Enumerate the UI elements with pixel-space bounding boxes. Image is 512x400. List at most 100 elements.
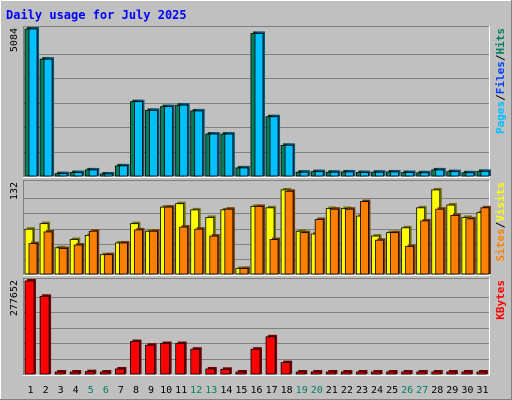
- bar-sites-day-4: [73, 243, 85, 275]
- bar-kbytes-day-23: [356, 370, 368, 375]
- bar-pages-day-25: [390, 169, 401, 177]
- x-tick-day-15: 15: [235, 385, 247, 396]
- bar-sites-day-28: [435, 207, 446, 275]
- bar-pages-day-2: [43, 57, 55, 177]
- bar-pages-day-24: [375, 170, 386, 177]
- bar-sites-day-23: [360, 199, 371, 275]
- bar-kbytes-day-2: [39, 294, 52, 375]
- bar-kbytes-day-17: [265, 334, 278, 375]
- x-tick-day-8: 8: [133, 385, 139, 396]
- legend-entry: /: [494, 54, 507, 61]
- bar-sites-day-14: [224, 207, 235, 275]
- bar-pages-day-16: [254, 31, 265, 177]
- bar-kbytes-day-19: [295, 370, 308, 375]
- bar-kbytes-day-20: [310, 370, 323, 375]
- bar-pages-day-29: [450, 169, 461, 177]
- bar-sites-day-10: [164, 205, 175, 275]
- x-tick-day-12: 12: [190, 385, 202, 396]
- bar-pages-day-11: [179, 103, 190, 177]
- bar-kbytes-day-7: [115, 366, 127, 375]
- x-tick-day-26: 26: [401, 385, 413, 396]
- bar-sites-day-22: [344, 207, 356, 275]
- panel-middle: 132 Sites/Visits: [9, 180, 507, 276]
- bar-kbytes-day-5: [84, 369, 97, 375]
- x-tick-day-18: 18: [281, 385, 293, 396]
- legend-top: Pages/Files/Hits: [494, 28, 507, 134]
- bar-sites-day-5: [88, 229, 100, 275]
- bar-pages-day-17: [269, 114, 281, 177]
- bar-kbytes-day-13: [205, 366, 217, 375]
- bar-kbytes-day-27: [416, 370, 428, 375]
- x-axis-day-labels: 1 2 3 4 5 6 7 8 9 10 11 12 13 14 15 16 17 18 19 20 21 22 23 24 2…: [27, 385, 488, 396]
- bar-kbytes-day-11: [175, 341, 187, 375]
- legend-entry: Files: [494, 61, 507, 94]
- bar-pages-day-27: [420, 170, 431, 177]
- legend-entry: Pages: [494, 101, 507, 134]
- bar-pages-day-1: [28, 27, 39, 177]
- bar-kbytes-day-16: [250, 347, 262, 375]
- x-tick-day-24: 24: [371, 385, 383, 396]
- bar-pages-day-15: [239, 165, 250, 177]
- x-tick-day-27: 27: [416, 385, 428, 396]
- x-tick-day-1: 1: [27, 385, 33, 396]
- bar-kbytes-day-8: [130, 339, 142, 375]
- bar-pages-day-19: [299, 170, 311, 177]
- x-tick-day-21: 21: [326, 385, 338, 396]
- bar-kbytes-day-29: [446, 370, 458, 375]
- x-tick-day-13: 13: [205, 385, 217, 396]
- bar-pages-day-23: [360, 170, 371, 177]
- bar-kbytes-day-1: [24, 279, 37, 375]
- legend-bottom: KBytes: [494, 280, 507, 320]
- bar-sites-day-24: [375, 238, 386, 275]
- bar-pages-day-31: [480, 169, 491, 177]
- x-tick-day-28: 28: [431, 385, 443, 396]
- max-value-label: 277652: [9, 280, 20, 316]
- bar-pages-day-6: [103, 171, 115, 177]
- bar-pages-day-12: [194, 108, 205, 177]
- bar-sites-day-31: [480, 205, 491, 275]
- bar-kbytes-day-31: [476, 370, 488, 375]
- legend-entry: /: [494, 221, 507, 228]
- legend-entry: Hits: [494, 28, 507, 55]
- bar-sites-day-13: [209, 234, 220, 275]
- bar-kbytes-day-21: [325, 370, 338, 375]
- bar-kbytes-day-6: [99, 370, 112, 375]
- bar-sites-day-12: [194, 227, 205, 275]
- bar-pages-day-5: [88, 167, 100, 177]
- bar-pages-day-28: [435, 167, 446, 177]
- legend-middle: Sites/Visits: [494, 182, 507, 262]
- bar-sites-day-9: [149, 229, 160, 275]
- bar-sites-day-17: [269, 237, 281, 275]
- bar-pages-day-14: [224, 132, 235, 177]
- bar-sites-day-19: [299, 230, 311, 275]
- x-tick-day-4: 4: [73, 385, 79, 396]
- bar-kbytes-day-14: [220, 367, 232, 375]
- legend-entry: KBytes: [494, 280, 507, 320]
- max-value-label: 132: [9, 182, 20, 200]
- legend-entry: /: [494, 94, 507, 101]
- bar-kbytes-day-18: [280, 360, 293, 375]
- x-tick-day-30: 30: [461, 385, 473, 396]
- bar-kbytes-day-9: [145, 343, 157, 375]
- panel-bottom: 277652 KBytes: [9, 278, 507, 376]
- x-tick-day-9: 9: [148, 385, 154, 396]
- x-tick-day-19: 19: [296, 385, 308, 396]
- bar-sites-day-27: [420, 218, 431, 275]
- x-tick-day-17: 17: [266, 385, 278, 396]
- bar-sites-day-8: [134, 227, 145, 275]
- bar-sites-day-25: [390, 230, 401, 275]
- bar-sites-day-29: [450, 213, 461, 275]
- bar-pages-day-13: [209, 132, 220, 177]
- x-tick-day-31: 31: [476, 385, 488, 396]
- bar-sites-day-2: [43, 229, 55, 275]
- bar-kbytes-day-28: [431, 369, 443, 375]
- bar-pages-day-3: [58, 171, 70, 177]
- bar-kbytes-day-10: [160, 341, 172, 375]
- bar-pages-day-26: [405, 170, 416, 177]
- bar-pages-day-20: [314, 169, 326, 177]
- x-tick-day-23: 23: [356, 385, 368, 396]
- bar-sites-day-18: [284, 189, 296, 275]
- bar-pages-day-22: [344, 169, 356, 177]
